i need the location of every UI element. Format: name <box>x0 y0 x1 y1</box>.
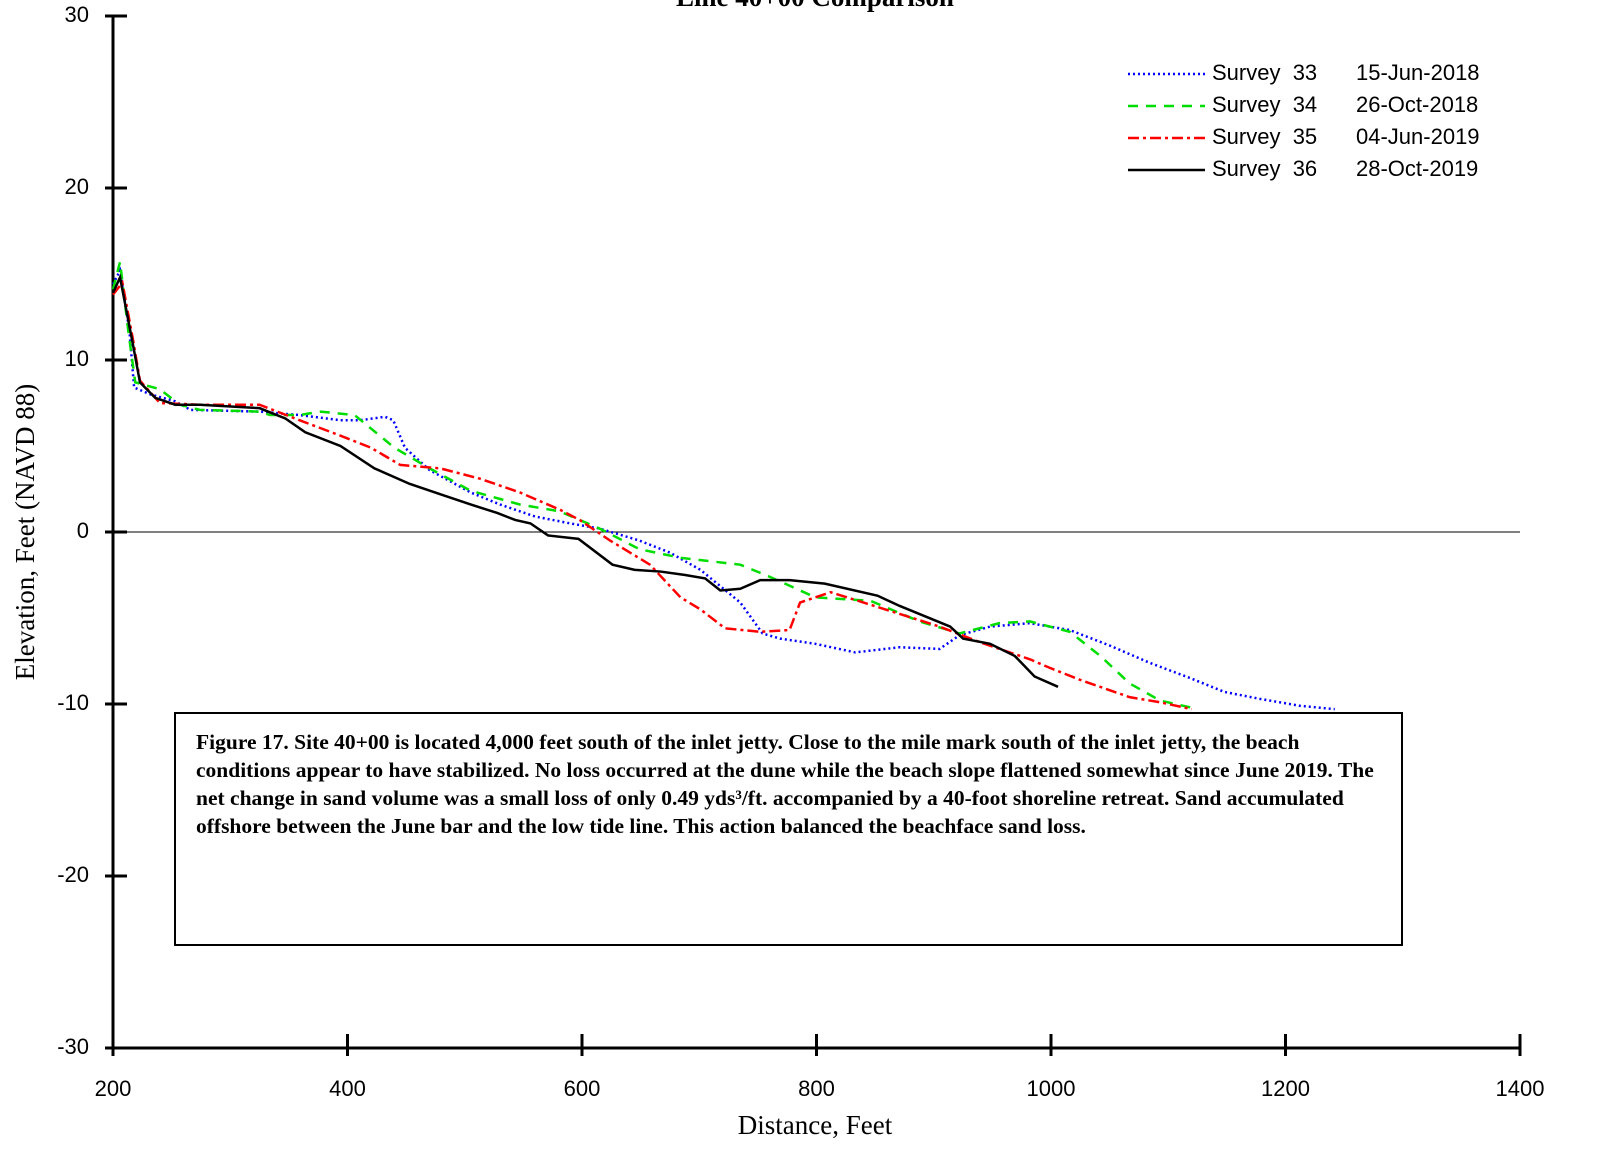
x-tick-label: 200 <box>95 1076 132 1101</box>
series-line <box>111 273 1059 688</box>
series-line <box>112 279 1192 711</box>
y-axis-label: Elevation, Feet (NAVD 88) <box>10 384 40 680</box>
x-tick-label: 400 <box>329 1076 366 1101</box>
legend-label: Survey 36 <box>1212 156 1317 181</box>
x-tick-label: 1000 <box>1027 1076 1076 1101</box>
y-tick-label: -10 <box>57 690 89 715</box>
legend-date: 15-Jun-2018 <box>1356 60 1480 85</box>
x-tick-label: 1200 <box>1261 1076 1310 1101</box>
y-tick-label: 0 <box>77 518 89 543</box>
legend-label: Survey 34 <box>1212 92 1317 117</box>
caption-box: Figure 17. Site 40+00 is located 4,000 f… <box>174 712 1403 946</box>
x-tick-label: 800 <box>798 1076 835 1101</box>
x-tick-label: 600 <box>564 1076 601 1101</box>
legend-label: Survey 35 <box>1212 124 1317 149</box>
legend-date: 04-Jun-2019 <box>1356 124 1480 149</box>
y-tick-label: 30 <box>65 2 89 27</box>
x-axis-label: Distance, Feet <box>738 1110 893 1140</box>
series-line <box>111 266 1335 711</box>
y-tick-label: -20 <box>57 862 89 887</box>
y-tick-label: -30 <box>57 1034 89 1059</box>
y-tick-label: 10 <box>65 346 89 371</box>
legend-label: Survey 33 <box>1212 60 1317 85</box>
x-tick-label: 1400 <box>1496 1076 1545 1101</box>
legend-date: 28-Oct-2019 <box>1356 156 1478 181</box>
legend-date: 26-Oct-2018 <box>1356 92 1478 117</box>
chart-title: Line 40+00 Comparison <box>676 0 954 12</box>
series-line <box>111 261 1191 709</box>
y-tick-label: 20 <box>65 174 89 199</box>
